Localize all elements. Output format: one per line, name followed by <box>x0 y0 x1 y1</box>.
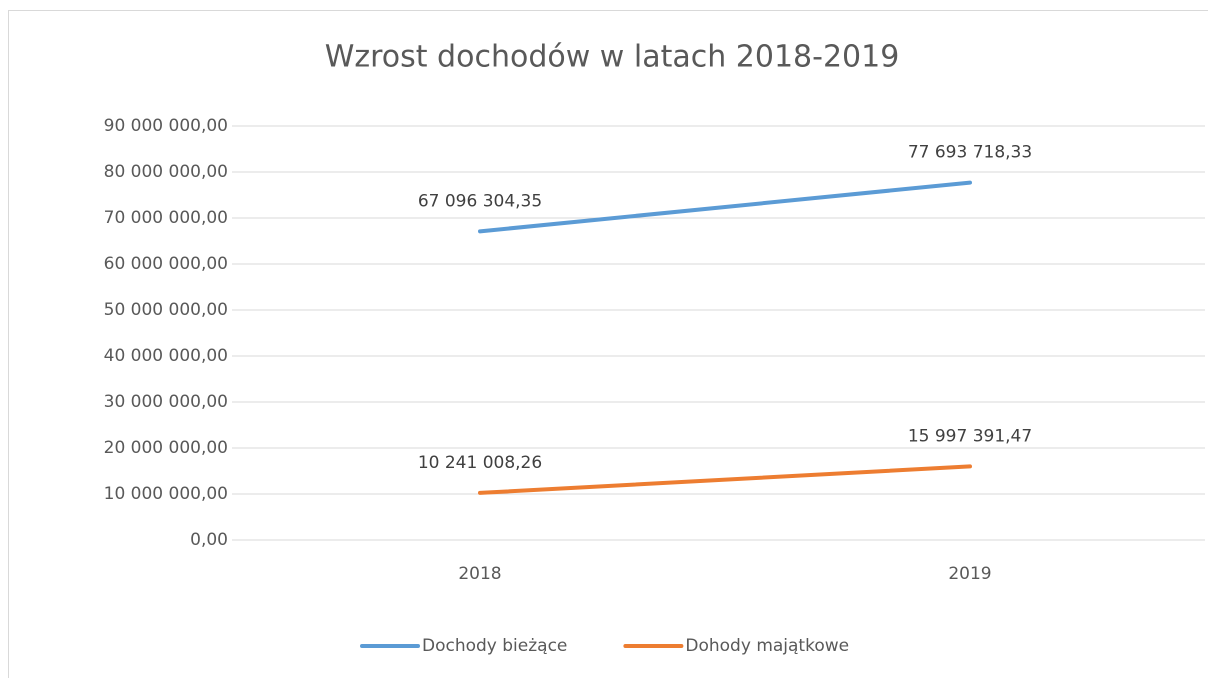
y-tick-label: 80 000 000,00 <box>104 162 228 182</box>
y-tick-label: 30 000 000,00 <box>104 392 228 412</box>
legend-label: Dochody bieżące <box>422 636 567 656</box>
data-label: 10 241 008,26 <box>418 453 542 473</box>
x-tick-label: 2018 <box>458 564 501 584</box>
y-tick-label: 70 000 000,00 <box>104 208 228 228</box>
chart-border <box>8 10 1208 678</box>
data-label: 77 693 718,33 <box>908 143 1032 163</box>
y-tick-label: 40 000 000,00 <box>104 346 228 366</box>
legend-label: Dohody majątkowe <box>685 636 849 656</box>
y-tick-label: 20 000 000,00 <box>104 438 228 458</box>
y-tick-label: 0,00 <box>190 530 228 550</box>
data-label: 67 096 304,35 <box>418 191 542 211</box>
series-line <box>478 180 972 234</box>
y-tick-label: 50 000 000,00 <box>104 300 228 320</box>
series-line <box>478 464 972 495</box>
y-tick-label: 60 000 000,00 <box>104 254 228 274</box>
chart-title: Wzrost dochodów w latach 2018-2019 <box>325 40 900 75</box>
x-tick-label: 2019 <box>948 564 991 584</box>
data-label: 15 997 391,47 <box>908 426 1032 446</box>
y-tick-label: 90 000 000,00 <box>104 116 228 136</box>
y-tick-label: 10 000 000,00 <box>104 484 228 504</box>
